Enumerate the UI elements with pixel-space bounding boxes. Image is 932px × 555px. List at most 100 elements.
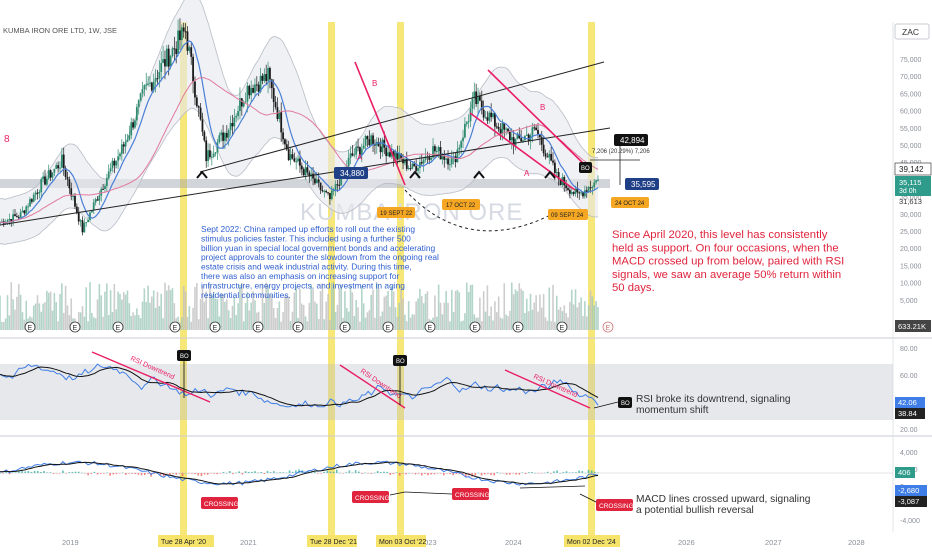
volume-bar [584,301,586,330]
volume-bar [66,305,69,330]
candle-body [522,140,524,142]
candle-body [171,48,174,57]
candle-body [139,93,142,101]
volume-bar [6,295,9,330]
candle-body [405,158,408,169]
candle-body [424,156,427,160]
macd-hist-bar [194,473,196,475]
volume-bar [160,293,163,330]
candle-body [548,154,551,158]
wave-label-b1: B [372,79,377,88]
volume-bar [214,298,217,330]
volume-bar [542,294,545,330]
candle-body [29,199,31,207]
candle-body [428,157,431,160]
candle-body [149,82,151,84]
macd-line [0,460,599,486]
volume-bar [274,317,277,330]
candle-body [312,173,314,179]
candle-body [194,81,196,98]
candle-body [540,137,543,145]
price-tick-label: 10,000 [900,281,922,288]
earnings-icon: E [339,321,351,333]
svg-text:BO: BO [180,354,189,360]
candle-body [508,131,511,141]
macd-hist-bar [74,471,77,473]
candle-body [104,186,106,189]
time-tick-label: 2019 [62,538,79,547]
macd-hist-bar [21,470,23,473]
candle-body [583,190,586,197]
candle-body [182,27,185,32]
currency-badge[interactable]: ZAC [894,23,930,40]
volume-bar [117,291,119,330]
candle-body [83,222,86,233]
svg-text:Tue 28 Dec '21: Tue 28 Dec '21 [310,539,357,546]
candle-body [518,133,521,139]
macd-hist-bar [436,473,439,474]
earnings-icon: E [512,321,524,333]
volume-bar [520,288,522,330]
volume-bar [482,291,485,330]
bo-tag-rsi-1: BO [177,350,191,398]
volume-bar [578,302,581,330]
bo-tag-rsi-3: BO [593,397,632,409]
volume-bar [314,301,316,330]
volume-bar [102,316,104,330]
macd-hist-bar [402,473,404,474]
volume-bar [227,310,230,330]
macd-hist-bar [351,472,354,474]
volume-bar [554,321,556,330]
volume-bar [169,290,172,330]
volume-bar [360,285,363,330]
candle-body [55,165,58,169]
macd-hist-bar [380,472,382,473]
volume-bar [12,299,14,330]
macd-hist-bar [153,473,156,474]
volume-bar [23,319,26,330]
candle-body [94,199,97,203]
candle-body [259,75,262,92]
volume-bar [34,303,37,330]
macd-hist-bar [30,471,33,473]
candle-body [237,111,239,116]
date-tag: Tue 28 Apr '20 [158,535,214,547]
volume-bar [304,316,307,330]
candle-body [280,112,283,133]
svg-text:406: 406 [898,468,911,477]
price-tick-label: 5,000 [900,298,918,305]
volume-bar [390,285,393,330]
macd-hist-bar [197,473,200,476]
macd-hist-bar [427,473,429,476]
volume-bar [111,312,114,330]
support-band [0,179,610,188]
volume-bar [291,311,294,330]
candle-body [595,180,598,183]
svg-text:CROSSING: CROSSING [204,501,239,508]
volume-bar [2,321,5,330]
candle-body [214,152,217,154]
volume-bar [194,287,196,330]
candle-body [150,82,153,91]
macd-hist-bar [345,472,348,473]
volume-bar [171,288,174,330]
price-tag-42894: 42,894 [614,134,648,146]
macd-hist-bar [405,473,407,475]
macd-hist-bar [572,472,574,473]
candle-body [246,85,249,102]
macd-hist-bar [480,473,483,476]
volume-bar [409,317,412,330]
svg-text:E: E [28,325,33,332]
volume-bar [392,291,395,330]
volume-bar [362,303,365,330]
svg-text:17 OCT 22: 17 OCT 22 [446,203,476,209]
macd-hist-bar [125,473,127,475]
svg-text:Mon 02 Dec '24: Mon 02 Dec '24 [567,539,616,546]
candle-body [267,68,269,82]
candle-body [81,220,84,233]
volume-bar [527,311,530,330]
macd-hist-bar [254,471,256,473]
candle-body [304,167,307,176]
volume-bar [420,296,423,330]
